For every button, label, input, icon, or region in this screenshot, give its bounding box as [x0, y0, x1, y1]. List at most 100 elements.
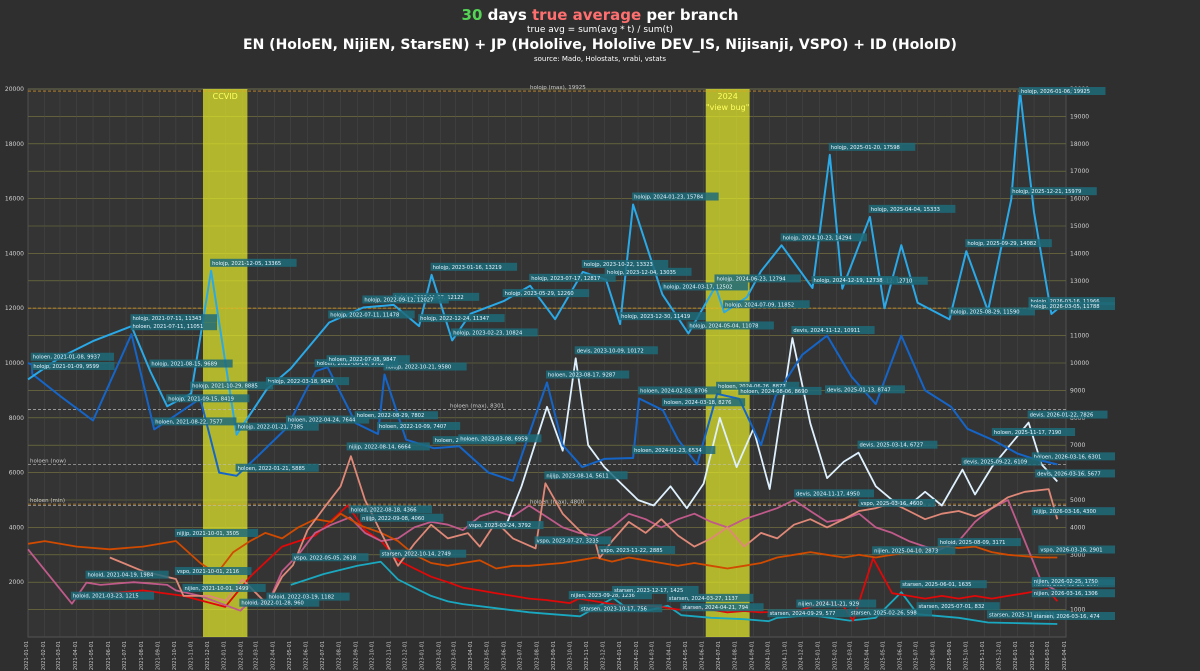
data-label: holojp, 2025-04-04, 15333	[868, 204, 956, 213]
data-label-bg	[666, 593, 754, 602]
data-label-bg	[796, 599, 877, 608]
title-per-branch: per branch	[646, 6, 739, 24]
data-label-bg	[1018, 87, 1106, 95]
x-tick-label: 2024-08-01	[733, 641, 739, 670]
data-label-text: nijien, 2024-11-21, 929	[798, 602, 859, 608]
data-label-bg	[828, 142, 916, 151]
x-tick-label: 2026-04-01	[1062, 641, 1068, 670]
data-label: vspo, 2023-11-22, 2885	[598, 545, 676, 554]
data-label: nijien, 2024-11-21, 929	[796, 599, 877, 608]
data-label-text: holoen, 2024-01-23, 6534	[634, 448, 702, 454]
data-label-bg	[546, 370, 630, 379]
data-label: vspo, 2022-05-05, 2618	[291, 553, 369, 562]
x-tick-label: 2023-03-01	[451, 641, 457, 670]
data-label-text: starsen, 2024-09-29, 577	[770, 611, 836, 617]
x-tick-label: 2025-10-01	[963, 641, 969, 670]
data-label-text: devis, 2024-11-12, 10911	[793, 328, 860, 334]
data-label-text: holojp, 2021-12-05, 13365	[212, 261, 281, 267]
data-label-text: holoen, 2025-11-17, 7190	[994, 430, 1062, 436]
data-label: holojp, 2024-10-23, 14294	[780, 233, 868, 242]
data-label-text: holojp, 2024-07-09, 11852	[725, 302, 794, 308]
source-text: source: Mado, Holostats, vrabi, vstats	[534, 55, 666, 63]
data-label-text: vspo, 2025-03-16, 4600	[861, 501, 923, 507]
x-tick-label: 2023-06-01	[501, 641, 507, 670]
data-label-bg	[1031, 612, 1115, 621]
series-line-devis	[504, 337, 1058, 528]
data-label: holojp, 2022-03-18, 9047	[265, 377, 350, 386]
data-label-bg	[965, 239, 1052, 248]
y-tick-label-left: 8000	[9, 415, 24, 422]
data-label: holojp, 2023-01-16, 13219	[430, 262, 518, 271]
data-label: nijien, 2021-10-01, 1499	[182, 583, 266, 592]
data-label: holojp, 2021-08-15, 9689	[149, 359, 233, 368]
data-label: holojp, 2022-09-12, 12027	[362, 295, 449, 304]
data-label: holojp, 2024-03-17, 12502	[661, 282, 748, 291]
data-label: holoen, 2022-04-24, 7644	[285, 415, 370, 424]
y-tick-label-left: 6000	[9, 470, 24, 477]
data-label-text: holojp, 2024-10-23, 14294	[783, 235, 853, 241]
data-label-bg	[937, 538, 1021, 547]
data-label-text: holojp, 2021-01-09, 9599	[33, 364, 99, 370]
data-label: nijijp, 2021-10-01, 3505	[174, 528, 259, 537]
data-label-bg	[451, 328, 538, 337]
data-label-text: devis, 2025-09-22, 6109	[964, 460, 1028, 466]
x-tick-label: 2024-05-01	[683, 641, 689, 670]
x-tick-label: 2024-07-01	[716, 641, 722, 670]
data-label-text: holojp, 2022-01-21, 7385	[238, 425, 304, 431]
x-tick-label: 2022-03-01	[254, 641, 260, 670]
data-label-text: holoen, 2023-03-08, 6959	[460, 436, 528, 442]
data-label-text: vspo, 2021-10-01, 2116	[177, 569, 239, 575]
data-label-text: nijien, 2025-04-10, 2873	[874, 548, 938, 554]
x-tick-label: 2026-02-01	[1030, 641, 1036, 670]
data-label-text: holojp, 2025-04-04, 15333	[871, 207, 940, 213]
x-tick-label: 2025-09-01	[947, 641, 953, 670]
data-label-text: holoid, 2022-08-18, 4366	[351, 507, 417, 513]
data-label-bg	[360, 513, 444, 522]
data-label-bg	[362, 295, 449, 304]
data-label-bg	[376, 422, 461, 431]
data-label-text: devis, 2026-01-22, 7826	[1030, 413, 1094, 419]
data-label-bg	[1027, 410, 1108, 419]
data-label: holojp, 2025-09-29, 14082	[965, 239, 1052, 248]
x-tick-label: 2021-05-01	[89, 641, 95, 670]
band-label: "view bug"	[706, 103, 750, 112]
data-label-bg	[130, 322, 217, 331]
y-tick-label-right: 13000	[1070, 278, 1089, 285]
data-label: starsen, 2025-11-08, 531	[986, 610, 1071, 619]
x-tick-label: 2026-01-01	[1013, 641, 1019, 670]
y-tick-label-right: 19000	[1070, 113, 1089, 120]
data-label: nijien, 2023-09-28, 1236	[568, 591, 652, 600]
data-label: holojp, 2021-07-11, 11343	[130, 314, 217, 323]
data-label-bg	[680, 603, 764, 612]
data-label-text: holojp, 2023-05-29, 12260	[505, 291, 574, 297]
data-label-bg	[581, 259, 669, 268]
data-label-bg	[948, 307, 1036, 316]
x-tick-label: 2023-02-01	[436, 641, 442, 670]
data-label-text: holoen, 2022-04-24, 7644	[288, 418, 356, 424]
data-label-bg	[723, 300, 810, 309]
data-label-text: holojp, 2023-10-22, 13323	[584, 262, 653, 268]
y-tick-label-right: 3000	[1070, 552, 1085, 559]
data-label: holoen, 2026-03-16, 6301	[1031, 452, 1115, 461]
data-label: starsen, 2023-10-17, 756	[579, 604, 663, 613]
data-label-text: starsen, 2025-06-01, 1635	[902, 582, 971, 588]
data-label: nijijp, 2026-03-16, 4300	[1031, 507, 1115, 516]
x-tick-label: 2025-02-01	[832, 641, 838, 670]
data-label: holojp, 2026-03-05, 11788	[1028, 302, 1115, 311]
chart-title: 30 days true average per branch	[0, 6, 1200, 24]
data-label: holojp, 2024-06-23, 12794	[714, 274, 801, 283]
y-tick-label-right: 7000	[1070, 442, 1085, 449]
data-label-bg	[379, 549, 467, 558]
data-label-bg	[210, 258, 297, 267]
x-tick-label: 2024-10-01	[766, 641, 772, 670]
x-tick-label: 2022-08-01	[337, 641, 343, 670]
title-days-number: 30	[461, 6, 483, 24]
data-label-text: holojp, 2022-12-24, 11347	[420, 316, 489, 322]
y-tick-label-left: 16000	[5, 196, 24, 203]
data-label-bg	[182, 583, 266, 592]
x-tick-label: 2021-11-01	[189, 641, 195, 670]
x-tick-label: 2025-07-01	[914, 641, 920, 670]
x-tick-label: 2022-02-01	[239, 641, 245, 670]
data-label-text: vspo, 2022-05-05, 2618	[294, 555, 356, 561]
data-label: holojp, 2023-12-04, 13035	[605, 267, 692, 276]
